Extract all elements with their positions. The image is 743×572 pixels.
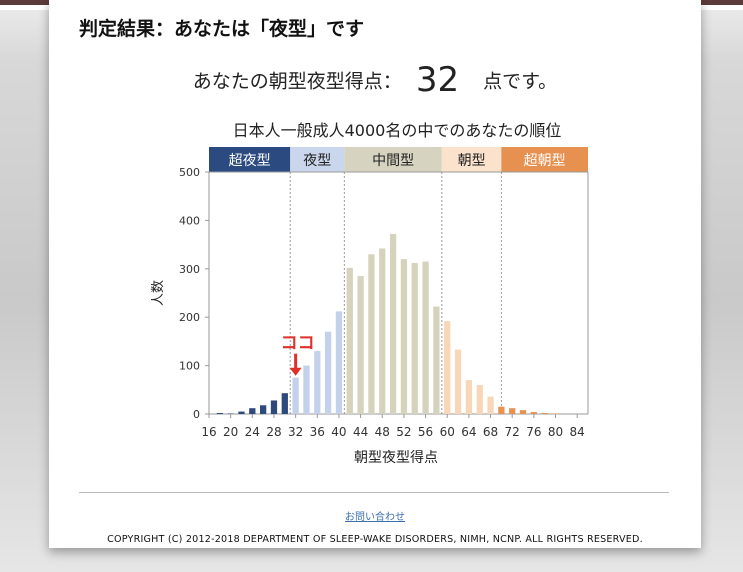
bar bbox=[400, 259, 408, 414]
x-tick-label: 32 bbox=[288, 425, 303, 439]
x-tick-label: 52 bbox=[396, 425, 411, 439]
bar bbox=[444, 321, 451, 414]
x-tick-label: 48 bbox=[375, 425, 390, 439]
bar bbox=[454, 349, 462, 414]
y-tick-label: 200 bbox=[179, 311, 200, 324]
type-header-2 bbox=[290, 147, 345, 172]
x-tick-label: 80 bbox=[548, 425, 563, 439]
y-axis-label: 人数 bbox=[151, 280, 166, 306]
x-tick-label: 36 bbox=[310, 425, 325, 439]
copyright-text: COPYRIGHT (C) 2012-2018 DEPARTMENT OF SL… bbox=[107, 534, 643, 545]
bar bbox=[335, 311, 343, 414]
type-header-3 bbox=[344, 147, 442, 172]
type-header-5 bbox=[501, 147, 588, 172]
type-header-4 bbox=[441, 147, 502, 172]
bar bbox=[422, 261, 429, 414]
x-tick-label: 76 bbox=[526, 425, 541, 439]
bar bbox=[465, 380, 473, 414]
x-tick-label: 60 bbox=[440, 425, 455, 439]
type-header-label: 朝型 bbox=[458, 153, 486, 169]
type-header-label: 超朝型 bbox=[524, 153, 566, 169]
page-title: 判定結果：あなたは「夜型」です bbox=[79, 18, 365, 40]
marker-arrow-head bbox=[289, 367, 302, 376]
x-tick-label: 28 bbox=[266, 425, 281, 439]
x-tick-label: 40 bbox=[331, 425, 346, 439]
bar bbox=[368, 254, 375, 414]
x-axis: 16 20 24 28 32 36 40 44 48 52 56 60 64 68 72 76 80 84 bbox=[201, 414, 585, 439]
y-tick-label: 300 bbox=[179, 263, 200, 276]
x-tick-label: 68 bbox=[483, 425, 498, 439]
bar bbox=[260, 405, 267, 414]
bar bbox=[303, 365, 310, 414]
bar bbox=[281, 393, 288, 414]
bar bbox=[433, 306, 440, 414]
x-tick-label: 56 bbox=[418, 425, 433, 439]
result-card: 判定結果：あなたは「夜型」です あなたの朝型夜型得点： 32 点です。 日本人一般成… bbox=[49, 0, 701, 548]
y-tick-label: 100 bbox=[179, 360, 200, 373]
bar bbox=[530, 412, 537, 414]
bar bbox=[346, 267, 353, 414]
type-header-label: 中間型 bbox=[372, 153, 414, 169]
bar bbox=[357, 276, 364, 414]
x-tick-label: 44 bbox=[353, 425, 368, 439]
your-score-marker: ココ bbox=[281, 334, 315, 376]
y-tick-label: 0 bbox=[193, 408, 200, 421]
x-axis-label: 朝型夜型得点 bbox=[354, 449, 438, 466]
x-tick-label: 72 bbox=[505, 425, 520, 439]
x-tick-label: 84 bbox=[570, 425, 585, 439]
score-label: あなたの朝型夜型得点： bbox=[192, 70, 402, 93]
type-header-label: 超夜型 bbox=[229, 153, 271, 169]
chart-title: 日本人一般成人4000名の中でのあなたの順位 bbox=[233, 121, 562, 140]
bar bbox=[541, 413, 548, 414]
bar bbox=[487, 396, 494, 414]
x-tick-label: 24 bbox=[245, 425, 260, 439]
chart-frame bbox=[208, 171, 589, 415]
score-value: 32 bbox=[415, 60, 460, 100]
marker-label: ココ bbox=[281, 334, 315, 354]
y-axis: 0 100 200 300 400 500 bbox=[179, 166, 209, 421]
bar bbox=[476, 384, 483, 414]
bar bbox=[314, 351, 321, 414]
bar bbox=[238, 411, 245, 414]
bar bbox=[270, 400, 278, 414]
contact-link[interactable]: お問い合わせ bbox=[345, 512, 405, 523]
type-header-row: 超夜型 夜型 中間型 朝型 超朝型 bbox=[209, 147, 588, 172]
bar bbox=[324, 331, 332, 414]
y-tick-label: 400 bbox=[179, 214, 200, 227]
type-header-1 bbox=[209, 147, 291, 172]
bar bbox=[216, 413, 223, 414]
x-tick-label: 16 bbox=[201, 425, 216, 439]
distribution-chart: 日本人一般成人4000名の中でのあなたの順位 超夜型 夜型 中間型 朝型 超朝型 0 10… bbox=[151, 121, 589, 466]
y-tick-label: 500 bbox=[179, 166, 200, 179]
type-header-label: 夜型 bbox=[303, 153, 331, 169]
bar bbox=[292, 377, 299, 414]
bar bbox=[379, 248, 386, 414]
bar bbox=[498, 406, 505, 414]
bar bbox=[411, 262, 418, 414]
bar-series bbox=[216, 233, 559, 414]
score-line: あなたの朝型夜型得点： 32 点です。 bbox=[49, 60, 701, 100]
footer-divider bbox=[79, 492, 669, 493]
x-tick-label: 20 bbox=[223, 425, 238, 439]
bar bbox=[389, 233, 397, 414]
x-tick-label: 64 bbox=[461, 425, 476, 439]
bar bbox=[509, 408, 516, 414]
bar bbox=[519, 410, 527, 414]
score-unit: 点です。 bbox=[483, 70, 558, 93]
bar bbox=[249, 408, 256, 414]
